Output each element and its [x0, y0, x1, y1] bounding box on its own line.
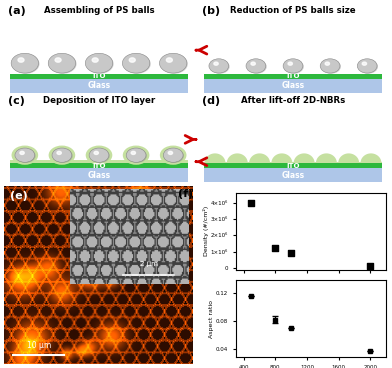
Circle shape — [246, 59, 266, 73]
Text: Glass: Glass — [281, 81, 305, 90]
Circle shape — [209, 59, 229, 73]
Text: Glass: Glass — [87, 171, 111, 180]
Circle shape — [18, 58, 24, 62]
Circle shape — [48, 53, 76, 73]
Circle shape — [86, 146, 113, 165]
Circle shape — [85, 53, 113, 73]
Circle shape — [129, 58, 135, 62]
Circle shape — [357, 59, 377, 73]
Circle shape — [123, 146, 149, 165]
Text: After lift-off 2D-NBRs: After lift-off 2D-NBRs — [241, 96, 345, 105]
Polygon shape — [294, 153, 315, 163]
Bar — [203, 79, 382, 93]
Text: 10 μm: 10 μm — [27, 341, 51, 350]
Text: ITO: ITO — [92, 163, 106, 169]
Bar — [10, 163, 189, 168]
Text: Assembling of PS balls: Assembling of PS balls — [44, 6, 154, 15]
Circle shape — [52, 148, 72, 162]
Circle shape — [11, 146, 38, 165]
Circle shape — [53, 149, 73, 163]
Circle shape — [16, 149, 36, 163]
Text: Glass: Glass — [87, 81, 111, 90]
Polygon shape — [205, 153, 225, 163]
Polygon shape — [316, 153, 337, 163]
Y-axis label: Aspect ratio: Aspect ratio — [209, 300, 214, 338]
Circle shape — [49, 146, 75, 165]
Text: (d): (d) — [202, 96, 220, 106]
Point — [272, 245, 278, 251]
Polygon shape — [227, 153, 248, 163]
Text: (e): (e) — [9, 191, 27, 201]
Circle shape — [164, 149, 184, 163]
Circle shape — [160, 53, 187, 73]
Circle shape — [160, 146, 187, 165]
Text: ITO: ITO — [286, 73, 300, 79]
Circle shape — [123, 54, 151, 74]
Circle shape — [251, 62, 255, 65]
Circle shape — [11, 53, 38, 73]
Bar — [203, 162, 382, 163]
Circle shape — [49, 54, 76, 74]
Circle shape — [362, 62, 367, 65]
Bar — [10, 168, 189, 182]
Circle shape — [122, 53, 150, 73]
Circle shape — [94, 151, 98, 155]
Circle shape — [15, 148, 35, 162]
Polygon shape — [271, 153, 292, 163]
Circle shape — [166, 58, 172, 62]
Bar — [203, 74, 382, 79]
Text: (b): (b) — [202, 6, 220, 17]
Y-axis label: Density (#/cm²): Density (#/cm²) — [203, 206, 209, 256]
Bar — [10, 160, 189, 163]
Circle shape — [20, 151, 24, 155]
Bar — [203, 163, 382, 168]
Point — [367, 263, 374, 269]
Text: (c): (c) — [8, 96, 25, 106]
Text: ITO: ITO — [286, 163, 300, 169]
Circle shape — [320, 59, 340, 73]
Polygon shape — [338, 153, 359, 163]
Text: (a): (a) — [8, 6, 25, 17]
Polygon shape — [361, 153, 381, 163]
Bar — [10, 74, 189, 79]
Circle shape — [86, 54, 114, 74]
Circle shape — [325, 62, 330, 65]
Circle shape — [210, 60, 230, 74]
Circle shape — [358, 60, 378, 74]
Circle shape — [283, 59, 303, 73]
Bar — [203, 168, 382, 182]
Circle shape — [12, 54, 40, 74]
Circle shape — [92, 58, 98, 62]
Circle shape — [89, 148, 109, 162]
Circle shape — [126, 148, 146, 162]
Polygon shape — [249, 153, 270, 163]
Circle shape — [131, 151, 136, 155]
Circle shape — [321, 60, 341, 74]
Circle shape — [90, 149, 110, 163]
Circle shape — [168, 151, 172, 155]
Circle shape — [284, 60, 304, 74]
Circle shape — [288, 62, 292, 65]
Circle shape — [247, 60, 267, 74]
Point — [288, 251, 294, 256]
Circle shape — [214, 62, 218, 65]
Text: Glass: Glass — [281, 171, 305, 180]
Circle shape — [160, 54, 188, 74]
Circle shape — [163, 148, 183, 162]
Circle shape — [57, 151, 61, 155]
Text: ITO: ITO — [92, 73, 106, 79]
Point — [248, 200, 254, 206]
Text: Deposition of ITO layer: Deposition of ITO layer — [43, 96, 155, 105]
Text: Reduction of PS balls size: Reduction of PS balls size — [230, 6, 356, 15]
Circle shape — [127, 149, 147, 163]
Circle shape — [55, 58, 61, 62]
Text: (f): (f) — [178, 189, 194, 199]
Bar — [10, 79, 189, 93]
